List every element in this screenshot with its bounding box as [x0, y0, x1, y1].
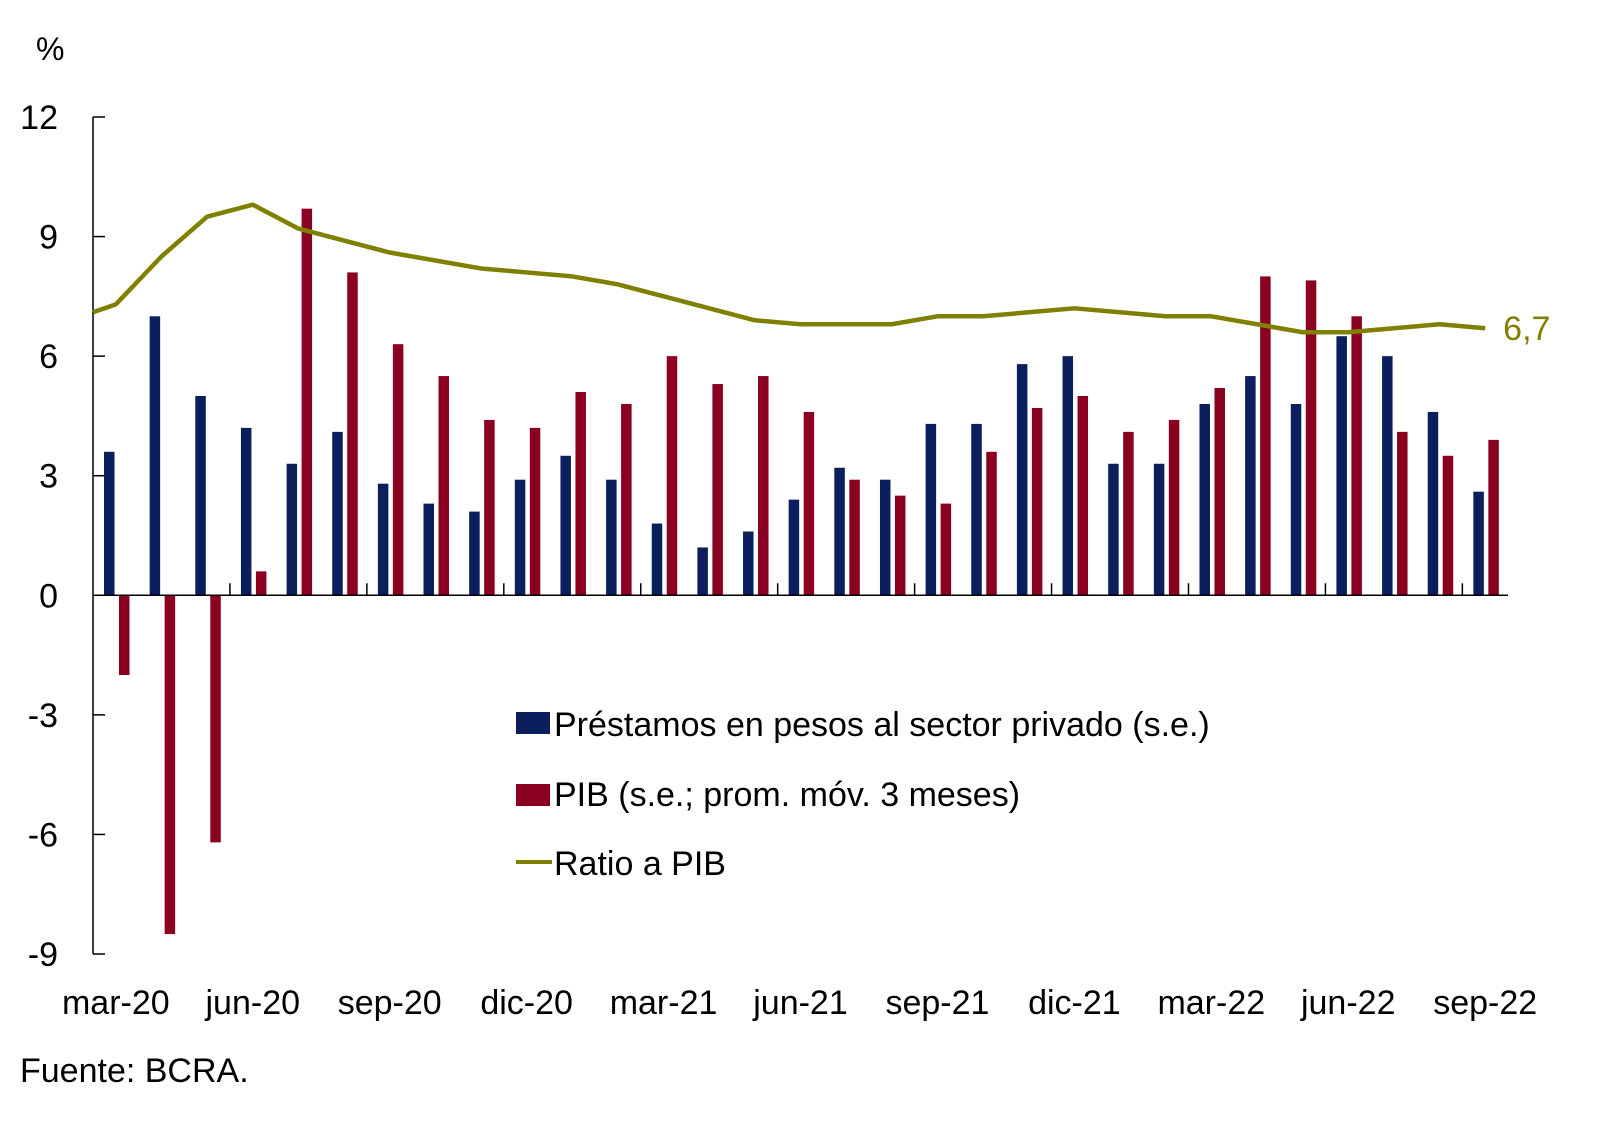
- bar-pib: [1442, 455, 1454, 596]
- bar-prestamos: [1108, 463, 1119, 596]
- x-tick-label: sep-22: [1433, 984, 1537, 1022]
- bar-prestamos: [1427, 411, 1439, 596]
- bar-pib: [347, 272, 358, 596]
- bar-pib: [1077, 396, 1089, 596]
- x-tick-label: sep-20: [338, 984, 442, 1022]
- bar-pib: [1488, 439, 1499, 596]
- ratio-end-label: 6,7: [1503, 310, 1550, 348]
- bar-prestamos: [1016, 364, 1028, 596]
- bar-prestamos: [1199, 403, 1210, 596]
- bar-prestamos: [879, 479, 891, 596]
- bar-prestamos: [286, 463, 298, 596]
- bar-pib: [986, 451, 997, 596]
- bar-pib: [758, 376, 769, 596]
- bar-pib: [164, 595, 176, 935]
- bar-pib: [1214, 388, 1225, 596]
- bar-prestamos: [240, 427, 252, 596]
- y-tick-label: 12: [20, 99, 58, 137]
- bar-pib: [894, 495, 906, 596]
- bar-pib: [392, 344, 404, 596]
- x-tick-label: jun-21: [752, 984, 848, 1022]
- bar-pib: [529, 427, 541, 596]
- source-note: Fuente: BCRA.: [20, 1052, 249, 1090]
- x-tick-label: dic-20: [480, 984, 573, 1022]
- y-tick-label: 3: [39, 458, 58, 496]
- bar-pib: [210, 595, 221, 843]
- x-tick-label: jun-22: [1300, 984, 1396, 1022]
- ratio-line-group: [92, 202, 1486, 335]
- bar-pib: [940, 503, 952, 596]
- bar-prestamos: [195, 396, 206, 596]
- bar-pib: [1397, 431, 1408, 596]
- bar-pib: [849, 479, 860, 596]
- x-tick-label: sep-21: [885, 984, 989, 1022]
- ratio-line: [92, 202, 1486, 335]
- bars: [104, 208, 1499, 935]
- bar-prestamos: [1245, 376, 1256, 596]
- bar-prestamos: [104, 451, 115, 596]
- bar-prestamos: [1473, 491, 1484, 596]
- y-axis: 12 9 6 3 0 -3 -6 -9: [20, 99, 105, 974]
- bar-prestamos: [925, 423, 937, 596]
- bar-prestamos: [697, 547, 708, 596]
- bar-pib: [666, 356, 678, 596]
- bar-pib: [1351, 316, 1362, 596]
- legend-swatch-pib: [516, 784, 550, 806]
- bar-pib: [621, 403, 632, 596]
- legend-label-pib: PIB (s.e.; prom. móv. 3 meses): [554, 776, 1020, 814]
- bar-prestamos: [1290, 403, 1302, 596]
- bar-pib: [301, 208, 313, 596]
- bar-prestamos: [651, 523, 663, 596]
- y-tick-label: -9: [28, 936, 58, 974]
- bar-prestamos: [1336, 336, 1347, 596]
- bar-pib: [119, 595, 130, 675]
- bar-prestamos: [423, 503, 435, 596]
- bar-prestamos: [971, 423, 982, 596]
- x-tick-label: mar-21: [610, 984, 718, 1022]
- bar-pib: [1168, 419, 1180, 596]
- legend-swatch-prestamos: [516, 712, 550, 734]
- bar-prestamos: [332, 431, 343, 596]
- bar-prestamos: [469, 511, 480, 596]
- x-tick-label: mar-22: [1157, 984, 1265, 1022]
- y-unit-label: %: [36, 31, 64, 67]
- legend-label-prestamos: Préstamos en pesos al sector privado (s.…: [554, 706, 1210, 744]
- bar-pib: [712, 384, 723, 596]
- bar-pib: [1305, 280, 1317, 596]
- x-tick-label: jun-20: [205, 984, 301, 1022]
- legend: Préstamos en pesos al sector privado (s.…: [516, 706, 1210, 883]
- bar-pib: [575, 392, 586, 596]
- bar-prestamos: [149, 316, 161, 596]
- bar-pib: [1123, 431, 1134, 596]
- bar-prestamos: [834, 467, 845, 596]
- bar-prestamos: [1062, 356, 1074, 596]
- legend-label-ratio: Ratio a PIB: [554, 845, 726, 883]
- bar-prestamos: [1382, 356, 1393, 596]
- bar-prestamos: [743, 531, 754, 596]
- bar-prestamos: [1153, 463, 1165, 596]
- bar-prestamos: [606, 479, 617, 596]
- bar-prestamos: [514, 479, 526, 596]
- x-axis: mar-20 jun-20 sep-20 dic-20 mar-21 jun-21 sep-…: [62, 583, 1537, 1022]
- bar-pib: [255, 571, 267, 596]
- bar-pib: [438, 376, 450, 596]
- bar-prestamos: [560, 455, 571, 596]
- x-tick-label: dic-21: [1028, 984, 1121, 1022]
- bar-pib: [1031, 407, 1043, 596]
- bar-pib: [803, 411, 815, 596]
- bar-pib: [484, 419, 495, 596]
- y-tick-label: -3: [28, 697, 58, 735]
- y-tick-label: -6: [28, 816, 58, 854]
- bar-prestamos: [377, 483, 389, 596]
- x-tick-label: mar-20: [62, 984, 170, 1022]
- bar-pib: [1260, 276, 1271, 596]
- y-tick-label: 9: [39, 219, 58, 257]
- y-tick-label: 0: [39, 577, 58, 615]
- y-tick-label: 6: [39, 338, 58, 376]
- bar-prestamos: [788, 499, 800, 596]
